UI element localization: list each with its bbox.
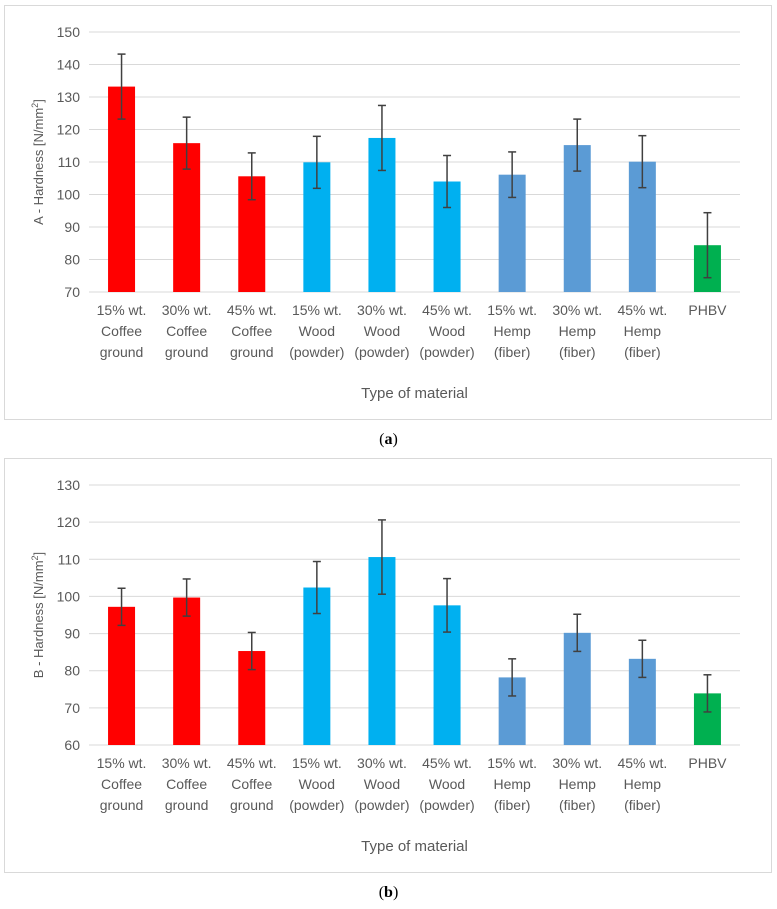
- x-tick-label: (fiber): [559, 344, 596, 360]
- x-tick-label: Wood: [299, 323, 335, 339]
- x-tick-label: ground: [230, 797, 274, 813]
- chart-panel-a: 70 80 90 100 110 120 130 140 150 15% wt. Coffee gro…: [4, 5, 772, 420]
- caption-b: (b): [378, 884, 399, 901]
- x-tick-label: 30% wt.: [162, 755, 212, 771]
- y-tick-label: 120: [57, 122, 81, 138]
- y-axis-title-main: B - Hardness [N/mm: [31, 560, 46, 678]
- x-tick-label: 45% wt.: [617, 302, 667, 318]
- y-tick-label: 70: [64, 700, 80, 716]
- x-tick-label: Wood: [429, 776, 465, 792]
- x-tick-label: 15% wt.: [487, 302, 537, 318]
- x-tick-label: Wood: [299, 776, 335, 792]
- bar: [108, 86, 136, 292]
- x-tick-label: (powder): [419, 344, 474, 360]
- x-tick-label: PHBV: [688, 755, 727, 771]
- x-tick-label: Coffee: [101, 776, 142, 792]
- x-tick-label: ground: [100, 344, 144, 360]
- y-tick-label: 130: [57, 89, 81, 105]
- x-tick-label: Hemp: [559, 776, 597, 792]
- bar: [173, 597, 201, 745]
- y-tick-label: 130: [57, 477, 81, 493]
- y-tick-label: 80: [64, 252, 80, 268]
- x-tick-label: 30% wt.: [162, 302, 212, 318]
- y-tick-label: 150: [57, 24, 81, 40]
- y-tick-label: 110: [58, 551, 81, 567]
- y-tick-label: 100: [57, 588, 81, 604]
- x-tick-label: (powder): [354, 344, 409, 360]
- chart-a-svg: 70 80 90 100 110 120 130 140 150 15% wt. Coffee gro…: [30, 24, 740, 402]
- y-tick-label: 80: [64, 663, 80, 679]
- x-tick-label: 15% wt.: [292, 755, 342, 771]
- x-tick-label: Coffee: [231, 323, 272, 339]
- x-tick-label: PHBV: [688, 302, 727, 318]
- x-tick-label: 45% wt.: [227, 302, 277, 318]
- x-tick-label: 45% wt.: [227, 755, 277, 771]
- x-tick-label: 15% wt.: [97, 755, 147, 771]
- y-tick-label: 100: [57, 187, 81, 203]
- x-tick-label: 30% wt.: [357, 302, 407, 318]
- x-tick-label: (fiber): [559, 797, 596, 813]
- x-tick-label: 30% wt.: [357, 755, 407, 771]
- x-tick-label: Wood: [364, 776, 400, 792]
- x-tick-label: Hemp: [493, 323, 531, 339]
- y-tick-label: 120: [57, 514, 81, 530]
- x-tick-label: 15% wt.: [292, 302, 342, 318]
- bar: [108, 606, 136, 745]
- x-tick-label: 45% wt.: [422, 755, 472, 771]
- x-tick-label: (powder): [419, 797, 474, 813]
- y-tick-label: 70: [64, 284, 80, 300]
- y-axis-title-close: ]: [31, 99, 46, 103]
- x-tick-label: Wood: [364, 323, 400, 339]
- y-axis-title: B - Hardness [N/mm2]: [30, 552, 46, 678]
- x-tick-label: (fiber): [624, 344, 661, 360]
- y-axis-title: A - Hardness [N/mm2]: [30, 99, 46, 225]
- y-tick-label: 60: [64, 737, 80, 753]
- x-tick-label: (fiber): [624, 797, 661, 813]
- x-tick-label: Hemp: [559, 323, 597, 339]
- y-tick-label: 110: [58, 154, 81, 170]
- x-tick-label: (fiber): [494, 797, 531, 813]
- x-tick-label: 30% wt.: [552, 755, 602, 771]
- x-tick-label: (powder): [289, 344, 344, 360]
- caption-a: (a): [379, 431, 398, 448]
- x-tick-label: ground: [100, 797, 144, 813]
- x-tick-label: Wood: [429, 323, 465, 339]
- x-tick-label: Coffee: [166, 776, 207, 792]
- x-tick-label: 45% wt.: [422, 302, 472, 318]
- x-tick-label: Coffee: [231, 776, 272, 792]
- x-tick-label: (fiber): [494, 344, 531, 360]
- x-tick-label: 15% wt.: [487, 755, 537, 771]
- chart-panel-b: 60 70 80 90 100 110 120 130 15% wt. Coffee ground 3…: [4, 458, 772, 873]
- x-tick-label: 45% wt.: [617, 755, 667, 771]
- x-tick-label: 30% wt.: [552, 302, 602, 318]
- x-tick-label: Hemp: [493, 776, 531, 792]
- chart-b-svg: 60 70 80 90 100 110 120 130 15% wt. Coffee ground 3…: [30, 477, 740, 855]
- x-tick-label: Coffee: [166, 323, 207, 339]
- x-axis-title: Type of material: [361, 838, 468, 855]
- x-tick-label: Hemp: [624, 323, 662, 339]
- x-tick-label: ground: [165, 797, 209, 813]
- y-tick-label: 90: [64, 219, 80, 235]
- y-axis-title-main: A - Hardness [N/mm: [31, 108, 46, 225]
- x-tick-label: ground: [165, 344, 209, 360]
- x-tick-label: (powder): [289, 797, 344, 813]
- x-axis-title: Type of material: [361, 385, 468, 402]
- x-tick-label: Hemp: [624, 776, 662, 792]
- x-tick-label: 15% wt.: [97, 302, 147, 318]
- y-axis-title-superscript: 2: [30, 103, 40, 108]
- y-tick-label: 140: [57, 57, 81, 73]
- x-tick-label: (powder): [354, 797, 409, 813]
- x-tick-label: ground: [230, 344, 274, 360]
- y-axis-title-superscript: 2: [30, 555, 40, 560]
- x-tick-label: Coffee: [101, 323, 142, 339]
- y-axis-title-close: ]: [31, 552, 46, 556]
- y-tick-label: 90: [64, 626, 80, 642]
